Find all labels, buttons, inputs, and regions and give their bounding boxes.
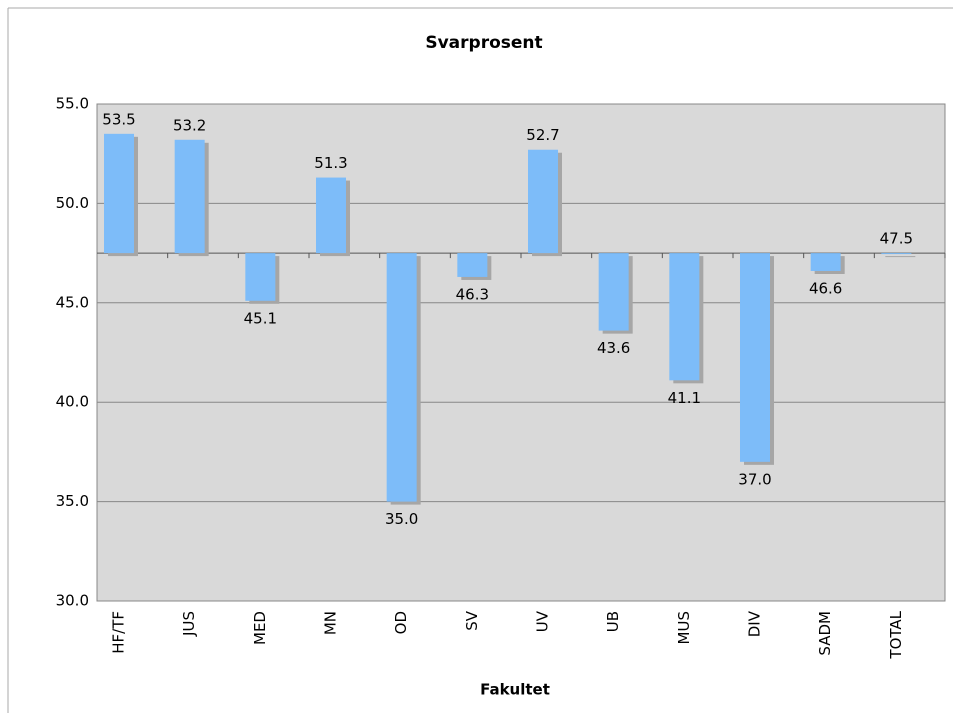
x-tick-label: UB [604,611,622,632]
value-label: 46.6 [809,279,842,297]
bar [245,253,276,301]
bar [598,253,629,331]
x-tick-label: SV [463,610,481,631]
plot-area [96,103,946,602]
x-tick-label: MED [251,611,269,645]
bar [528,149,558,254]
value-label: 47.5 [880,230,913,248]
bar [104,133,134,254]
x-tick-label: HF/TF [110,611,128,654]
bar [740,253,770,462]
y-tick-label: 40.0 [56,393,89,411]
bar-shadow [885,256,916,258]
x-tick-label: MUS [675,611,693,644]
value-label: 45.1 [244,309,277,327]
value-label: 53.2 [173,116,206,134]
value-label: 41.1 [668,389,701,407]
value-label: 52.7 [526,126,559,144]
x-axis-label: Fakultet [480,681,550,699]
bar [316,177,346,254]
value-label: 43.6 [597,339,630,357]
bar [810,253,841,271]
y-tick-label: 35.0 [56,492,89,510]
x-tick-label: JUS [180,611,198,637]
y-tick-label: 30.0 [56,592,89,610]
bar [174,139,205,254]
x-tick-label: MN [322,611,340,635]
value-label: 46.3 [456,285,489,303]
x-tick-label: UV [534,610,552,632]
bar [669,253,700,381]
y-tick-label: 50.0 [56,194,89,212]
x-tick-label: TOTAL [887,610,905,659]
x-tick-label: DIV [746,610,764,637]
x-tick-label: OD [392,611,410,634]
bar [386,253,417,502]
y-tick-label: 55.0 [56,95,89,113]
x-tick-label: SADM [816,611,834,656]
value-label: 53.5 [102,110,135,128]
value-label: 51.3 [314,154,347,172]
chart-title: Svarprosent [425,33,542,53]
bar [457,253,488,277]
bar [881,253,912,255]
value-label: 37.0 [738,470,771,488]
y-tick-label: 45.0 [56,293,89,311]
value-label: 35.0 [385,510,418,528]
